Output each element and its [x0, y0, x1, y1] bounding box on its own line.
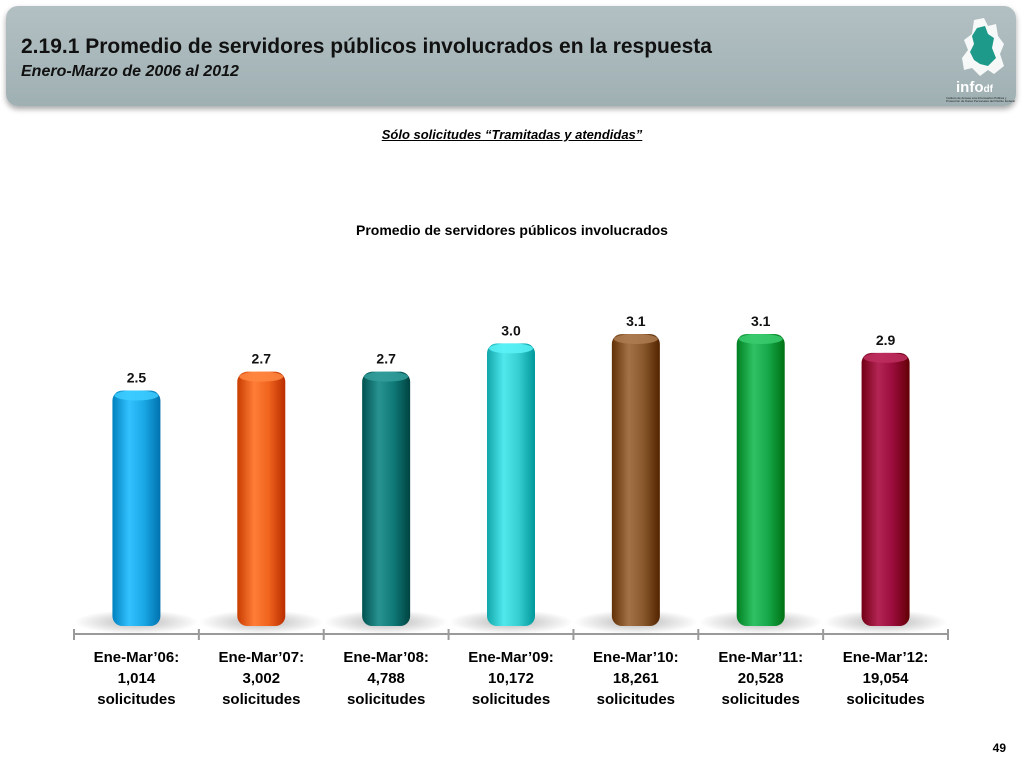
bar-top-cap: [863, 352, 908, 363]
category-label-line: solicitudes: [846, 691, 925, 708]
logo-wordmark: infodf: [956, 79, 993, 96]
category-label-line: 18,261: [612, 670, 659, 687]
bar-top-cap: [364, 371, 409, 382]
bar-top-cap: [489, 343, 533, 354]
category-label-line: 19,054: [862, 670, 909, 687]
filter-note: Sólo solicitudes “Tramitadas y atendidas…: [381, 127, 643, 142]
header-banner: 2.19.1 Promedio de servidores públicos i…: [6, 6, 1016, 106]
bar-top-cap: [613, 334, 658, 344]
category-label: Ene-Mar’12: 19,054 solicitudes: [824, 647, 948, 710]
bar-7: [861, 352, 910, 626]
chart-title: Promedio de servidores públicos involucr…: [356, 222, 668, 238]
bar-value-label: 3.0: [501, 322, 521, 338]
bar-value-label: 2.5: [127, 370, 147, 386]
category-label-line: Ene-Mar’08:: [343, 649, 429, 666]
category-label-line: 10,172: [488, 670, 534, 687]
bar-value-label: 2.7: [252, 351, 272, 367]
category-label: Ene-Mar’10: 18,261 solicitudes: [574, 647, 698, 710]
category-label-line: Ene-Mar’06:: [93, 649, 180, 666]
category-label-line: solicitudes: [97, 691, 176, 708]
bar-value-label: 2.7: [376, 351, 396, 367]
info-df-logo-icon: [962, 18, 1004, 76]
category-label-line: Ene-Mar’12:: [842, 649, 929, 666]
category-label-line: 1,014: [117, 670, 156, 687]
category-label-line: Ene-Mar’11:: [718, 649, 804, 666]
bar-value-label: 2.9: [876, 332, 896, 348]
logo-caption: Instituto de Acceso a la Información Púb…: [946, 96, 1015, 103]
category-label-line: 4,788: [367, 670, 405, 687]
category-label-line: solicitudes: [721, 691, 800, 708]
category-label: Ene-Mar’09: 10,172 solicitudes: [449, 647, 573, 710]
category-label-line: Ene-Mar’07:: [218, 649, 305, 666]
category-label: Ene-Mar’08: 4,788 solicitudes: [324, 647, 448, 710]
category-label: Ene-Mar’07: 3,002 solicitudes: [199, 647, 323, 710]
bar-1: [112, 390, 161, 626]
category-label: Ene-Mar’11: 20,528 solicitudes: [699, 647, 823, 710]
category-label-line: solicitudes: [596, 691, 676, 708]
category-label: Ene-Mar’06: 1,014 solicitudes: [74, 647, 198, 710]
bar-top-cap: [738, 334, 783, 344]
category-label-line: solicitudes: [471, 691, 551, 708]
bar-top-cap: [114, 390, 159, 401]
page-number: 49: [992, 741, 1006, 755]
category-label-line: Ene-Mar’09:: [468, 649, 554, 666]
slide-title: 2.19.1 Promedio de servidores públicos i…: [21, 35, 712, 58]
slide-subtitle: Enero-Marzo de 2006 al 2012: [21, 63, 239, 80]
bar-6: [736, 334, 785, 626]
category-label-line: 20,528: [737, 670, 784, 687]
category-label-line: 3,002: [242, 670, 281, 687]
bar-3: [362, 371, 411, 626]
bar-2: [237, 371, 286, 626]
bar-5: [611, 334, 660, 626]
bar-value-label: 3.1: [626, 313, 646, 329]
category-label-line: solicitudes: [222, 691, 301, 708]
bar-value-label: 3.1: [751, 313, 771, 329]
category-label-line: Ene-Mar’10:: [593, 649, 679, 666]
bar-top-cap: [239, 371, 284, 382]
category-label-line: solicitudes: [346, 691, 426, 708]
bar-4: [487, 343, 535, 626]
